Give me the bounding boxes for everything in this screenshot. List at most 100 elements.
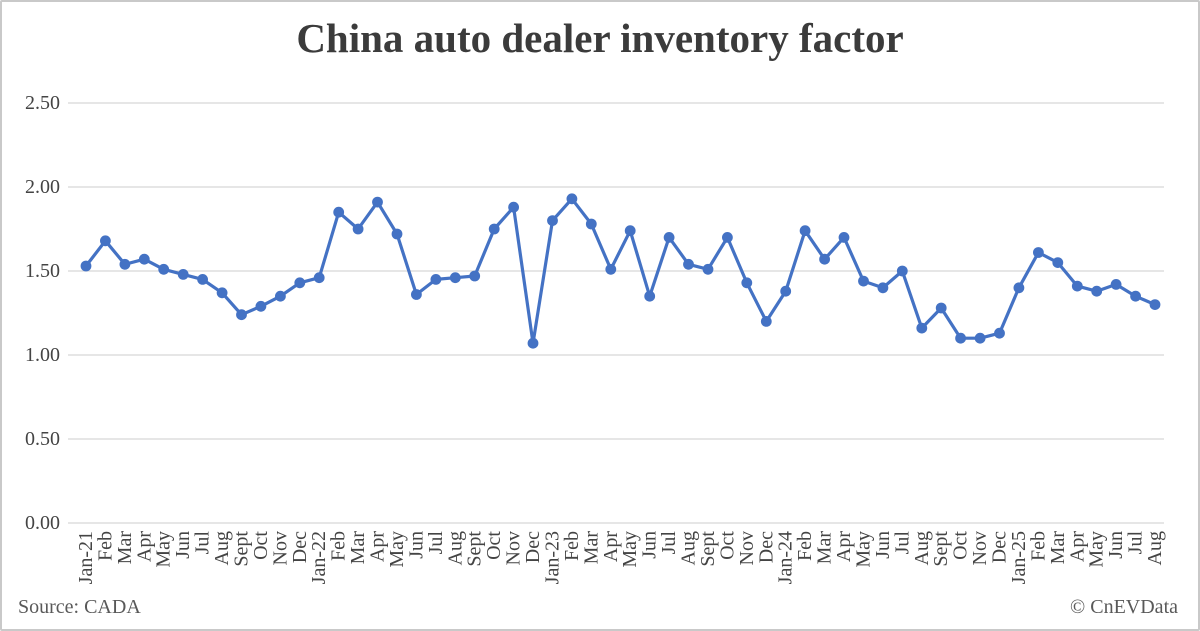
x-axis-tick-label: Sept bbox=[230, 531, 252, 567]
x-axis-tick-label: May bbox=[386, 531, 408, 568]
x-axis-tick-label: Jun bbox=[639, 531, 661, 559]
data-point-marker bbox=[838, 232, 850, 243]
x-axis-tick-label: Jan-21 bbox=[75, 531, 97, 584]
data-point-marker bbox=[430, 274, 442, 285]
data-point-marker bbox=[138, 253, 150, 265]
data-point-marker bbox=[449, 272, 461, 284]
data-point-marker bbox=[1149, 299, 1161, 310]
data-point-marker bbox=[488, 223, 500, 235]
data-point-marker bbox=[760, 316, 772, 327]
y-axis-tick-label: 1.50 bbox=[25, 260, 60, 282]
x-axis-tick-label: May bbox=[852, 531, 874, 568]
x-axis-tick-label: Apr bbox=[1066, 531, 1088, 562]
x-axis-tick-label: Jun bbox=[1105, 531, 1127, 559]
x-axis-tick-label: Oct bbox=[716, 531, 738, 560]
x-axis-tick-label: Aug bbox=[211, 531, 233, 565]
x-axis-tick-label: Mar bbox=[347, 531, 369, 565]
x-axis-tick-label: Jul bbox=[192, 531, 214, 555]
y-axis-tick-label: 2.00 bbox=[25, 176, 60, 198]
x-axis-tick-label: Aug bbox=[678, 531, 700, 565]
data-point-marker bbox=[469, 270, 481, 282]
data-point-marker bbox=[644, 290, 656, 302]
x-axis-tick-label: Apr bbox=[833, 531, 855, 562]
y-axis-tick-label: 0.50 bbox=[25, 428, 60, 450]
data-point-marker bbox=[955, 332, 966, 344]
x-axis-tick-label: Apr bbox=[600, 531, 622, 562]
x-axis-tick-label: Aug bbox=[1144, 531, 1166, 565]
data-point-marker bbox=[119, 258, 131, 270]
data-point-marker bbox=[741, 277, 753, 289]
data-point-marker bbox=[877, 282, 889, 294]
y-axis-tick-label: 1.00 bbox=[25, 344, 60, 366]
x-axis-tick-label: Dec bbox=[989, 531, 1011, 563]
data-point-marker bbox=[372, 196, 383, 208]
x-axis-tick-label: Jun bbox=[872, 531, 894, 559]
data-point-marker bbox=[722, 232, 733, 243]
data-point-marker bbox=[935, 302, 947, 314]
data-point-marker bbox=[916, 322, 928, 334]
data-point-marker bbox=[527, 337, 539, 349]
x-axis-tick-label: Feb bbox=[94, 531, 116, 561]
data-point-marker bbox=[799, 225, 811, 237]
x-axis-tick-label: Jan-23 bbox=[541, 531, 563, 584]
x-axis-tick-label: Dec bbox=[522, 531, 544, 563]
data-point-marker bbox=[547, 215, 558, 227]
data-point-marker bbox=[780, 285, 792, 297]
x-axis-tick-label: Nov bbox=[969, 531, 991, 565]
x-axis-tick-label: Sept bbox=[464, 531, 486, 567]
x-axis-tick-label: Mar bbox=[114, 531, 136, 565]
data-point-marker bbox=[352, 223, 364, 235]
x-axis-tick-label: Jul bbox=[891, 531, 913, 555]
x-axis-tick-label: Jan-24 bbox=[775, 531, 797, 584]
x-axis-tick-label: Jun bbox=[172, 531, 194, 559]
data-point-marker bbox=[702, 263, 714, 275]
source-label: Source: CADA bbox=[18, 596, 141, 618]
x-axis-tick-label: Jun bbox=[405, 531, 427, 559]
x-axis-tick-label: Feb bbox=[328, 531, 350, 561]
x-axis-tick-label: Jul bbox=[1125, 531, 1147, 555]
x-axis-tick-label: Aug bbox=[444, 531, 466, 565]
data-point-marker bbox=[663, 232, 675, 243]
data-point-marker bbox=[858, 275, 869, 287]
data-point-marker bbox=[1033, 247, 1044, 258]
x-axis-tick-label: Jan-22 bbox=[308, 531, 330, 584]
x-axis-tick-label: Jan-25 bbox=[1008, 531, 1030, 584]
data-point-marker bbox=[1013, 282, 1025, 294]
data-point-marker bbox=[1052, 257, 1064, 268]
data-point-marker bbox=[1091, 285, 1103, 297]
data-point-marker bbox=[585, 218, 597, 230]
x-axis-tick-label: May bbox=[153, 531, 175, 568]
data-point-marker bbox=[275, 290, 286, 302]
x-axis-tick-label: Jul bbox=[658, 531, 680, 555]
x-axis-tick-label: May bbox=[619, 531, 641, 568]
x-axis-tick-label: Mar bbox=[1047, 531, 1069, 565]
x-axis-tick-label: Aug bbox=[911, 531, 933, 565]
data-point-marker bbox=[1110, 279, 1122, 290]
x-axis-tick-label: May bbox=[1086, 531, 1108, 568]
y-axis-tick-label: 2.50 bbox=[25, 92, 60, 114]
credit-label: © CnEVData bbox=[1070, 596, 1178, 618]
x-axis-tick-label: Mar bbox=[814, 531, 836, 565]
y-axis-tick-label: 0.00 bbox=[25, 512, 60, 534]
data-point-marker bbox=[313, 272, 325, 284]
data-point-marker bbox=[819, 253, 830, 265]
data-point-marker bbox=[1130, 290, 1141, 302]
data-point-marker bbox=[177, 269, 189, 280]
data-point-marker bbox=[197, 274, 209, 285]
x-axis-tick-label: Oct bbox=[483, 531, 505, 560]
data-point-marker bbox=[896, 265, 908, 277]
data-point-marker bbox=[236, 309, 247, 321]
data-point-marker bbox=[100, 235, 111, 247]
x-axis-tick-label: Apr bbox=[133, 531, 155, 562]
data-point-marker bbox=[158, 263, 170, 275]
x-axis-tick-label: Oct bbox=[250, 531, 272, 560]
x-axis-tick-label: Sept bbox=[930, 531, 952, 567]
data-point-marker bbox=[1071, 280, 1083, 292]
x-axis-tick-label: Feb bbox=[794, 531, 816, 561]
x-axis-tick-label: Sept bbox=[697, 531, 719, 567]
x-axis-tick-label: Jul bbox=[425, 531, 447, 555]
x-axis-tick-label: Dec bbox=[755, 531, 777, 563]
data-point-marker bbox=[974, 332, 986, 344]
